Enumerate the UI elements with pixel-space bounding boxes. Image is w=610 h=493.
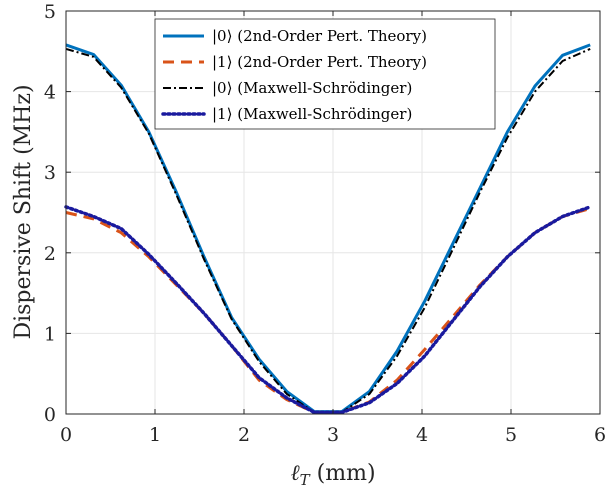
x-axis-label-main: ℓ [290, 461, 300, 486]
y-tick-label: 3 [44, 162, 56, 184]
series-line-3 [64, 205, 592, 415]
x-tick-label: 5 [505, 424, 517, 446]
legend-label-1: |1⟩ (2nd-Order Pert. Theory) [212, 53, 427, 71]
legend: |0⟩ (2nd-Order Pert. Theory) |1⟩ (2nd-Ord… [154, 18, 496, 130]
series-lines [64, 43, 592, 415]
y-tick-label: 0 [44, 404, 56, 426]
x-tick-labels: 0 1 2 3 4 5 6 [60, 424, 606, 446]
x-tick-label: 6 [594, 424, 606, 446]
x-axis-label-rest: (mm) [310, 461, 376, 486]
y-tick-label: 5 [44, 1, 56, 23]
y-tick-label: 2 [44, 243, 56, 265]
x-tick-label: 1 [149, 424, 161, 446]
x-tick-label: 4 [416, 424, 428, 446]
axis-ticks [65, 10, 601, 415]
y-tick-label: 4 [44, 82, 56, 104]
legend-label-2: |0⟩ (Maxwell-Schrödinger) [212, 79, 412, 97]
y-tick-labels: 0 1 2 3 4 5 [44, 1, 56, 426]
y-tick-label: 1 [44, 323, 56, 345]
legend-label-0: |0⟩ (2nd-Order Pert. Theory) [212, 27, 427, 45]
y-axis-label: Dispersive Shift (MHz) [11, 84, 36, 339]
legend-label-3: |1⟩ (Maxwell-Schrödinger) [212, 105, 412, 123]
x-axis-label: ℓT (mm) [290, 461, 375, 489]
x-axis-label-sub: T [300, 471, 311, 489]
x-tick-label: 2 [238, 424, 250, 446]
x-tick-label: 0 [60, 424, 72, 446]
legend-box [154, 18, 496, 130]
x-tick-label: 3 [327, 424, 339, 446]
